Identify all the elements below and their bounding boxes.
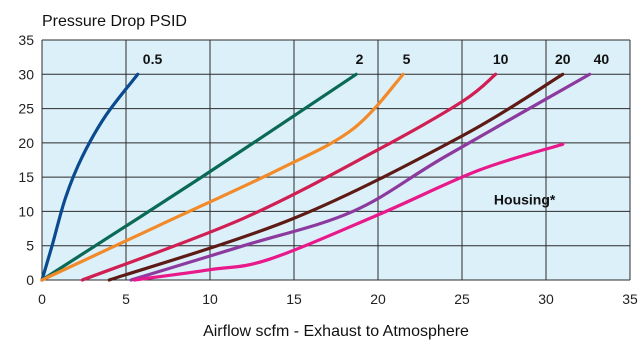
y-tick-label: 35	[18, 32, 34, 48]
series-label-40: 40	[594, 51, 610, 67]
series-label-0-5: 0.5	[143, 51, 163, 67]
series-labels: 0.5 2 5 10 20 40 Housing*	[143, 51, 610, 208]
series-label-housing: Housing*	[494, 192, 556, 208]
y-tick-label: 20	[18, 135, 34, 151]
y-tick-label: 25	[18, 101, 34, 117]
series-label-5: 5	[403, 51, 411, 67]
x-tick-label: 35	[622, 291, 638, 307]
y-tick-label: 10	[18, 203, 34, 219]
y-tick-label: 5	[26, 238, 34, 254]
plot-area	[42, 40, 630, 280]
series-line-10	[80, 72, 498, 282]
series-line-housing	[132, 142, 565, 282]
x-tick-label: 25	[454, 291, 470, 307]
y-tick-label: 15	[18, 169, 34, 185]
x-tick-label: 20	[370, 291, 386, 307]
x-axis-title: Airflow scfm - Exhaust to Atmosphere	[203, 323, 469, 340]
x-tick-label: 30	[538, 291, 554, 307]
series-label-10: 10	[493, 51, 509, 67]
series-label-2: 2	[356, 51, 364, 67]
x-tick-label: 5	[122, 291, 130, 307]
y-tick-label: 0	[26, 272, 34, 288]
x-tick-label: 0	[38, 291, 46, 307]
series-label-20: 20	[555, 51, 571, 67]
series-line-2	[40, 72, 358, 282]
series-line-5	[40, 72, 405, 282]
x-tick-label: 10	[202, 291, 218, 307]
y-tick-label: 30	[18, 66, 34, 82]
x-tick-label: 15	[286, 291, 302, 307]
series-lines	[40, 72, 592, 282]
y-axis-title: Pressure Drop PSID	[42, 13, 187, 30]
series-line-40	[129, 72, 592, 282]
series-line-0-5	[40, 72, 140, 282]
series-line-20	[107, 72, 565, 282]
